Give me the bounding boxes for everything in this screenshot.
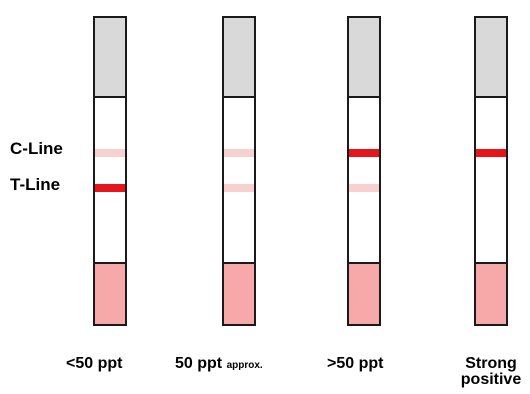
strip-3-caption-text: >50 ppt	[327, 355, 384, 372]
strip-3-c-band	[349, 149, 379, 157]
strip-2-caption-text: 50 ppt	[175, 355, 223, 372]
strip-1-t-band	[95, 184, 125, 192]
strip-3-caption: >50 ppt	[327, 356, 383, 372]
t-line-label: T-Line	[10, 175, 61, 194]
strip-1-caption-text: <50 ppt	[66, 355, 123, 372]
c-line-label: C-Line	[10, 139, 63, 158]
test-strip-3	[347, 16, 381, 326]
strip-handle	[224, 18, 254, 98]
strip-2-caption-approx: approx.	[226, 360, 263, 371]
strip-3-t-band	[349, 184, 379, 192]
strip-4-c-band	[476, 149, 506, 157]
test-strip-4	[474, 16, 508, 326]
test-strip-2	[222, 16, 256, 326]
strip-4-caption: Strong positive	[456, 356, 526, 388]
strip-sample-pad	[476, 262, 506, 324]
strip-handle	[349, 18, 379, 98]
strip-1-caption: <50 ppt	[66, 356, 122, 372]
strip-sample-pad	[95, 262, 125, 324]
test-strip-1	[93, 16, 127, 326]
strip-1-c-band	[95, 149, 125, 157]
strip-4-caption-line2: positive	[460, 371, 522, 388]
strip-2-t-band	[224, 184, 254, 192]
strip-sample-pad	[349, 262, 379, 324]
strip-handle	[476, 18, 506, 98]
strip-4-caption-line1: Strong	[465, 355, 517, 372]
strip-2-caption: 50 ppt approx.	[175, 356, 263, 374]
strip-sample-pad	[224, 262, 254, 324]
strip-handle	[95, 18, 125, 98]
strip-2-c-band	[224, 149, 254, 157]
